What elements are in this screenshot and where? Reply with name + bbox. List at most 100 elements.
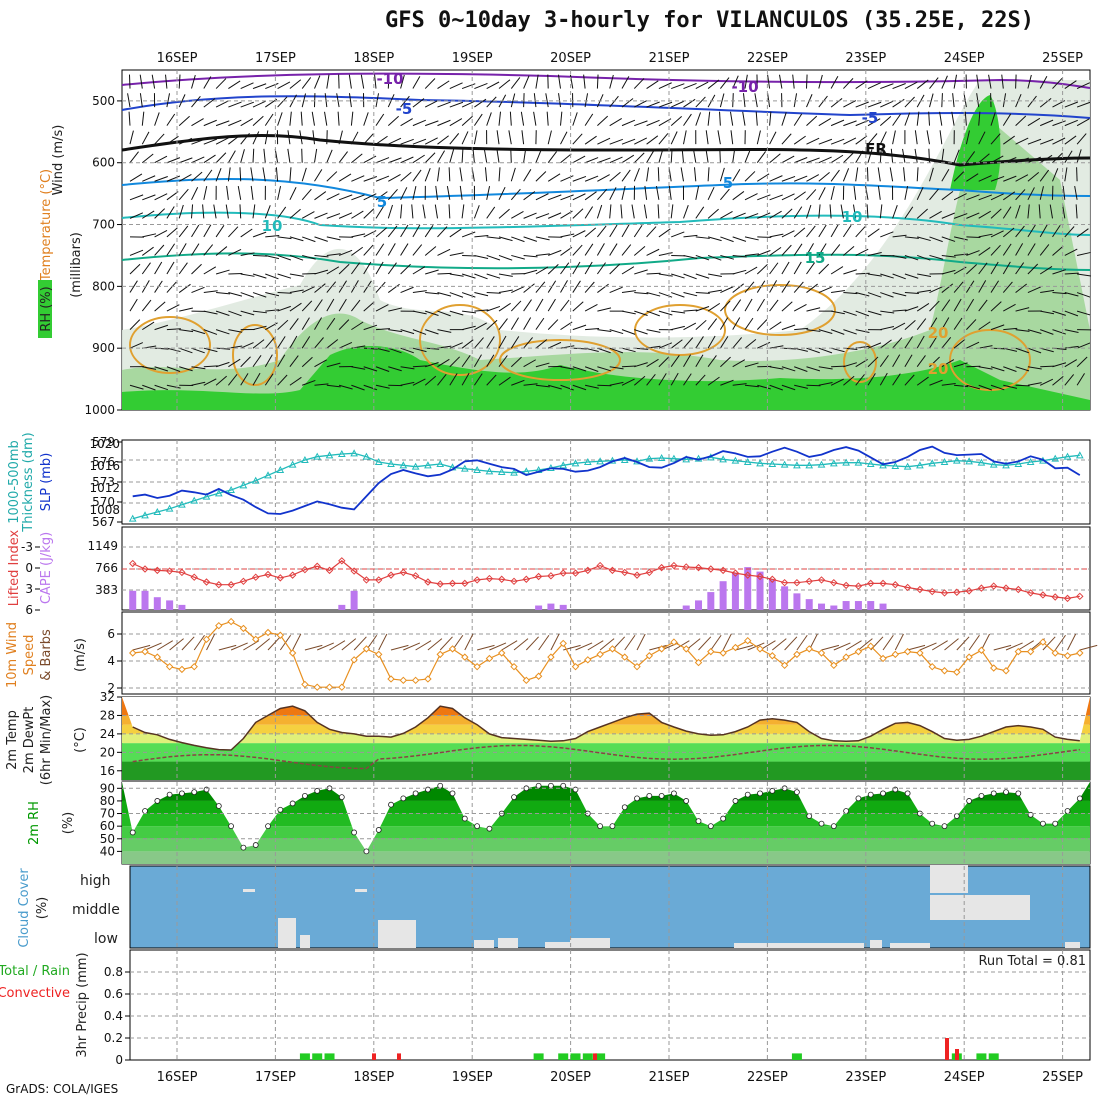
upper-wind-barb <box>128 74 131 89</box>
upper-wind-barb <box>683 309 698 312</box>
upper-wind-barb <box>929 188 939 201</box>
upper-wind-barb <box>375 135 388 145</box>
rh-point <box>1076 795 1083 802</box>
upper-wind-barb <box>794 347 808 352</box>
wind-speed-point <box>916 649 924 657</box>
upper-wind-barb <box>830 347 845 353</box>
upper-wind-barb <box>767 93 771 108</box>
tick-label: 16 <box>100 764 115 778</box>
wind-speed-point <box>301 680 309 689</box>
upper-wind-barb <box>708 289 722 294</box>
rh-point <box>966 798 973 804</box>
upper-wind-barb <box>793 135 806 145</box>
li-point <box>903 583 912 592</box>
upper-wind-barb <box>806 347 820 354</box>
surface-wind-barb <box>931 640 948 651</box>
surface-wind-barb <box>919 642 937 651</box>
surface-wind-barb <box>796 634 808 651</box>
upper-wind-barb <box>191 347 205 354</box>
li-point <box>916 585 924 594</box>
thickness-point <box>264 471 272 479</box>
upper-wind-barb <box>535 266 549 275</box>
upper-wind-barb <box>461 231 476 238</box>
upper-wind-barb <box>668 185 672 200</box>
upper-wind-barb <box>572 208 584 219</box>
bottom-day-label: 25SEP <box>1042 1070 1083 1085</box>
li-point <box>694 563 703 572</box>
wind-speed-point <box>141 647 149 656</box>
thickness-point <box>436 459 445 467</box>
upper-wind-barb <box>1064 248 1078 256</box>
li-point <box>965 587 973 595</box>
upper-wind-barb <box>806 137 820 145</box>
li-point <box>977 584 986 592</box>
upper-wind-barb <box>262 167 266 182</box>
thickness-point <box>178 500 186 508</box>
upper-wind-barb <box>732 191 745 201</box>
upper-ylabel-unit: (millibars) <box>69 232 84 298</box>
upper-wind-barb <box>683 113 692 126</box>
li-point <box>1063 594 1072 603</box>
upper-wind-barb <box>314 254 329 258</box>
wind-speed-point <box>621 653 629 661</box>
li-point <box>313 562 321 570</box>
upper-wind-barb <box>1039 266 1053 275</box>
upper-wind-barb <box>1064 359 1078 368</box>
upper-wind-barb <box>411 204 414 219</box>
upper-wind-barb <box>300 111 303 126</box>
rh-point <box>375 827 382 833</box>
rh-point <box>1003 789 1009 795</box>
wind-speed-point <box>461 653 469 661</box>
upper-wind-barb <box>1003 157 1017 164</box>
upper-wind-barb <box>351 233 366 238</box>
upper-wind-barb <box>671 83 685 90</box>
upper-wind-barb <box>388 283 400 293</box>
upper-wind-barb <box>437 248 451 256</box>
upper-wind-barb <box>978 366 993 370</box>
upper-wind-barb <box>154 301 166 312</box>
li-point <box>338 557 346 565</box>
upper-wind-barb <box>1064 80 1077 89</box>
upper-wind-barb <box>818 74 823 89</box>
upper-wind-barb <box>461 83 476 90</box>
upper-wind-barb <box>781 280 790 293</box>
upper-wind-barb <box>289 79 302 89</box>
convective-bar <box>397 1053 401 1060</box>
upper-wind-barb <box>1074 185 1078 200</box>
wind-ylabel3: & Barbs <box>39 629 54 681</box>
upper-wind-barb <box>584 281 595 293</box>
upper-wind-barb <box>1064 101 1079 108</box>
wind-speed-point <box>584 656 592 664</box>
upper-wind-barb <box>914 148 918 163</box>
upper-wind-barb <box>139 74 143 89</box>
upper-wind-barb <box>1052 269 1066 275</box>
thickness-point <box>288 460 297 468</box>
upper-wind-barb <box>597 347 611 354</box>
upper-wind-barb <box>793 93 798 108</box>
precip-bar <box>582 1053 593 1060</box>
rh-point <box>437 782 444 789</box>
wind-speed-point <box>215 621 223 630</box>
upper-wind-barb <box>511 236 525 243</box>
upper-wind-barb <box>535 384 550 388</box>
upper-wind-barb <box>572 133 583 145</box>
upper-wind-barb <box>363 112 369 126</box>
wind-speed-point <box>129 649 137 657</box>
upper-wind-barb <box>732 299 742 312</box>
upper-wind-barb <box>363 384 378 391</box>
upper-wind-barb <box>289 167 292 182</box>
wind-speed-point <box>891 650 900 659</box>
upper-wind-barb <box>179 366 193 372</box>
thickness-point <box>829 459 838 467</box>
upper-wind-barb <box>437 135 449 145</box>
upper-wind-barb <box>1027 243 1036 256</box>
tick-label: 70 <box>100 807 115 821</box>
upper-wind-barb <box>425 310 439 316</box>
upper-wind-barb <box>523 191 536 201</box>
upper-wind-barb <box>781 155 795 164</box>
upper-wind-barb <box>412 290 427 294</box>
cape-bar <box>338 604 346 610</box>
upper-wind-barb <box>511 254 525 260</box>
upper-wind-barb <box>843 375 855 386</box>
